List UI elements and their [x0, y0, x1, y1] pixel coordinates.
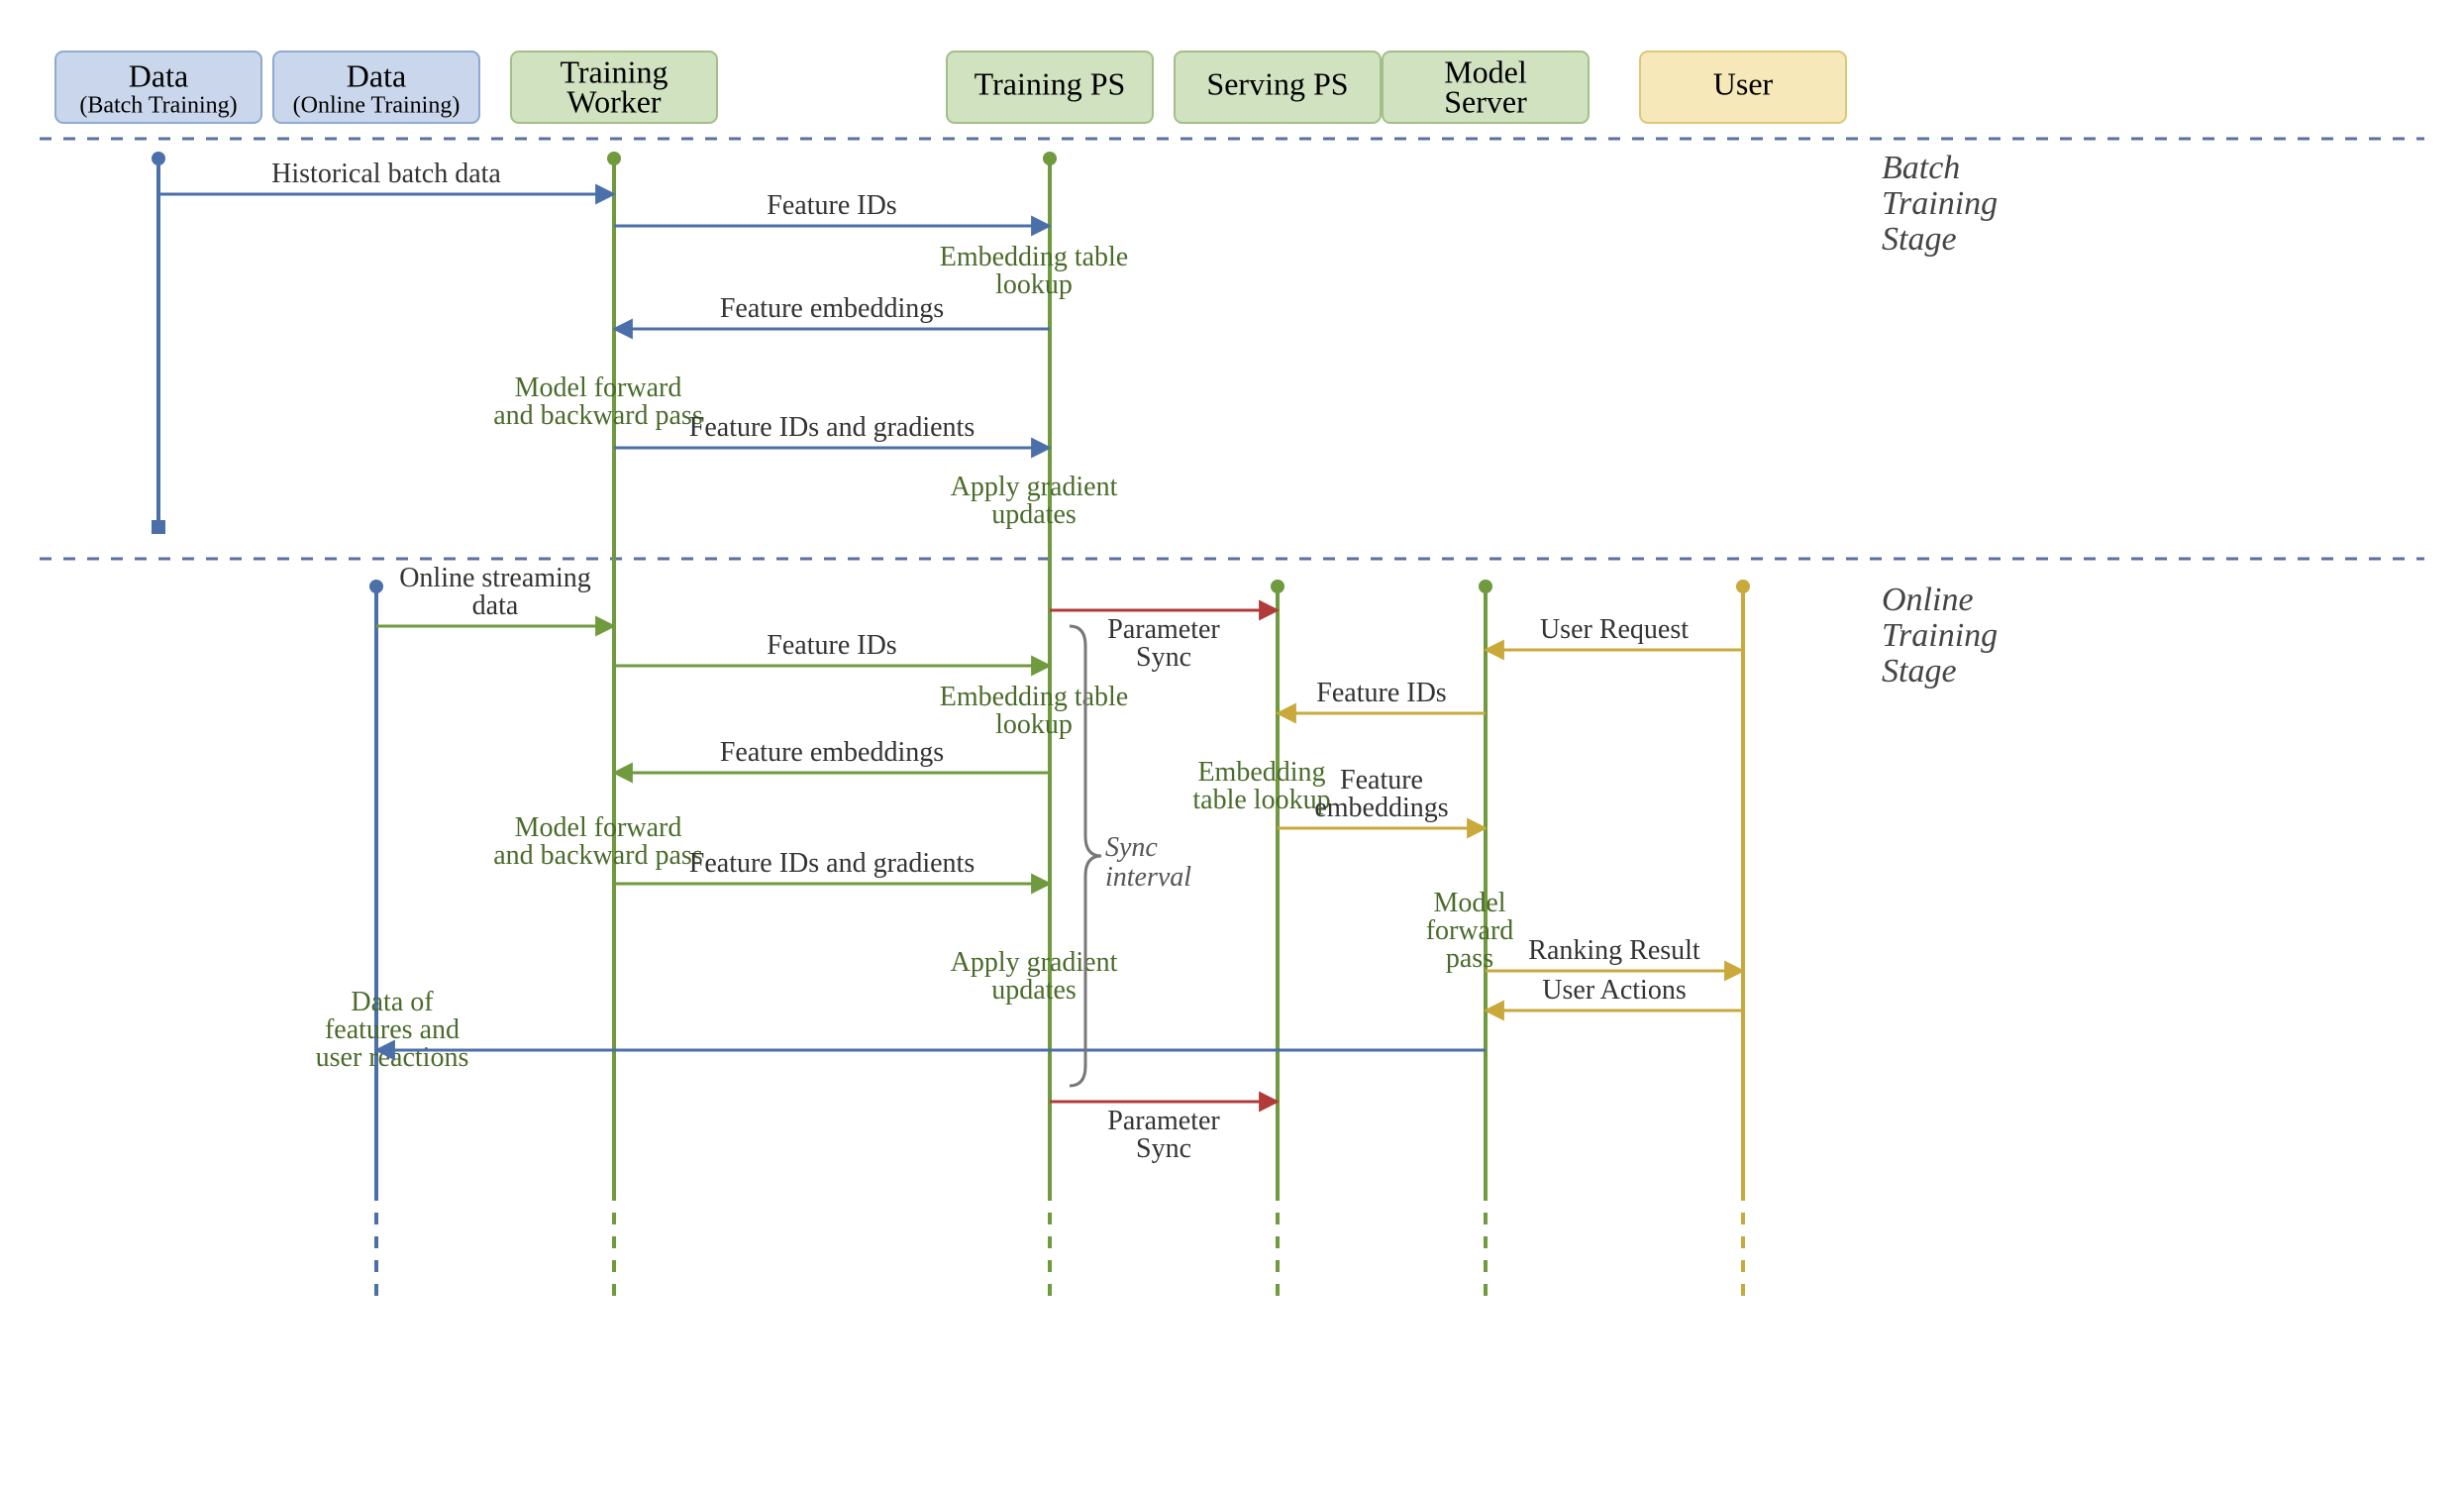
stage-label: Training [1882, 617, 1998, 654]
message-label: embeddings [1314, 793, 1448, 823]
participant-label: Worker [566, 83, 662, 119]
stage-label: Online [1882, 582, 1974, 618]
note-text: updates [991, 499, 1077, 530]
message-label: Feature IDs and gradients [689, 412, 975, 443]
note-text: Model forward [515, 812, 682, 843]
participant-label: Data [347, 57, 406, 93]
participant-label: Server [1444, 83, 1527, 119]
lifeline-end-square [152, 520, 165, 534]
message-label: User Request [1540, 614, 1689, 645]
message-label: User Actions [1542, 975, 1686, 1006]
note-text: and backward pass [493, 840, 702, 871]
message-label: Sync [1136, 1133, 1191, 1164]
participant-label: Training PS [975, 65, 1126, 101]
note-text: Embedding table [940, 242, 1129, 272]
lifeline-start-dot [1043, 152, 1057, 165]
stage-label: Stage [1882, 221, 1957, 258]
note-text: updates [991, 975, 1077, 1006]
message-label: Ranking Result [1528, 935, 1700, 966]
lifeline-start-dot [1271, 580, 1284, 593]
message-label: Parameter [1107, 614, 1220, 645]
stage-label: Batch [1882, 150, 1960, 186]
message-label: Feature embeddings [720, 737, 944, 768]
sequence-diagram: Data(Batch Training)Data(Online Training… [0, 0, 2464, 1488]
note-text: forward [1426, 915, 1514, 946]
message-label: Feature [1340, 765, 1423, 796]
note-text: Apply gradient [951, 472, 1118, 502]
note-text: table lookup [1192, 785, 1330, 815]
stage-label: Stage [1882, 653, 1957, 690]
lifeline-start-dot [369, 580, 383, 593]
note-text: pass [1446, 943, 1493, 974]
note-text: lookup [995, 709, 1073, 740]
message-label: Parameter [1107, 1106, 1220, 1136]
lifeline-start-dot [607, 152, 621, 165]
message-label: Feature IDs [767, 630, 896, 661]
note-text: Model forward [515, 372, 682, 403]
participant-label: User [1713, 65, 1774, 101]
note-text: Embedding table [940, 682, 1129, 712]
message-label: Feature IDs [767, 190, 896, 221]
message-label: Online streaming [399, 563, 591, 593]
message-label: Historical batch data [271, 159, 501, 189]
message-label: Feature IDs [1316, 678, 1446, 708]
stage-label: Training [1882, 185, 1998, 222]
participant-sublabel: (Batch Training) [79, 93, 237, 119]
lifeline-start-dot [152, 152, 165, 165]
lifeline-start-dot [1479, 580, 1492, 593]
message-label: Feature IDs and gradients [689, 848, 975, 879]
note-text: Model [1433, 888, 1505, 918]
sync-interval-label: Sync [1105, 832, 1158, 863]
note-text: features and [325, 1014, 460, 1045]
note-text: lookup [995, 269, 1073, 300]
participant-label: Serving PS [1206, 65, 1348, 101]
note-text: Data of [351, 987, 434, 1017]
sync-interval-label: interval [1105, 862, 1191, 893]
note-text: user reactions [316, 1042, 469, 1073]
participant-label: Data [129, 57, 188, 93]
note-text: and backward pass [493, 400, 702, 431]
participant-sublabel: (Online Training) [293, 93, 461, 119]
message-label: Feature embeddings [720, 293, 944, 324]
message-label: Sync [1136, 642, 1191, 673]
message-label: data [472, 590, 519, 621]
note-text: Embedding [1197, 757, 1325, 788]
note-text: Apply gradient [951, 947, 1118, 978]
lifeline-start-dot [1736, 580, 1750, 593]
